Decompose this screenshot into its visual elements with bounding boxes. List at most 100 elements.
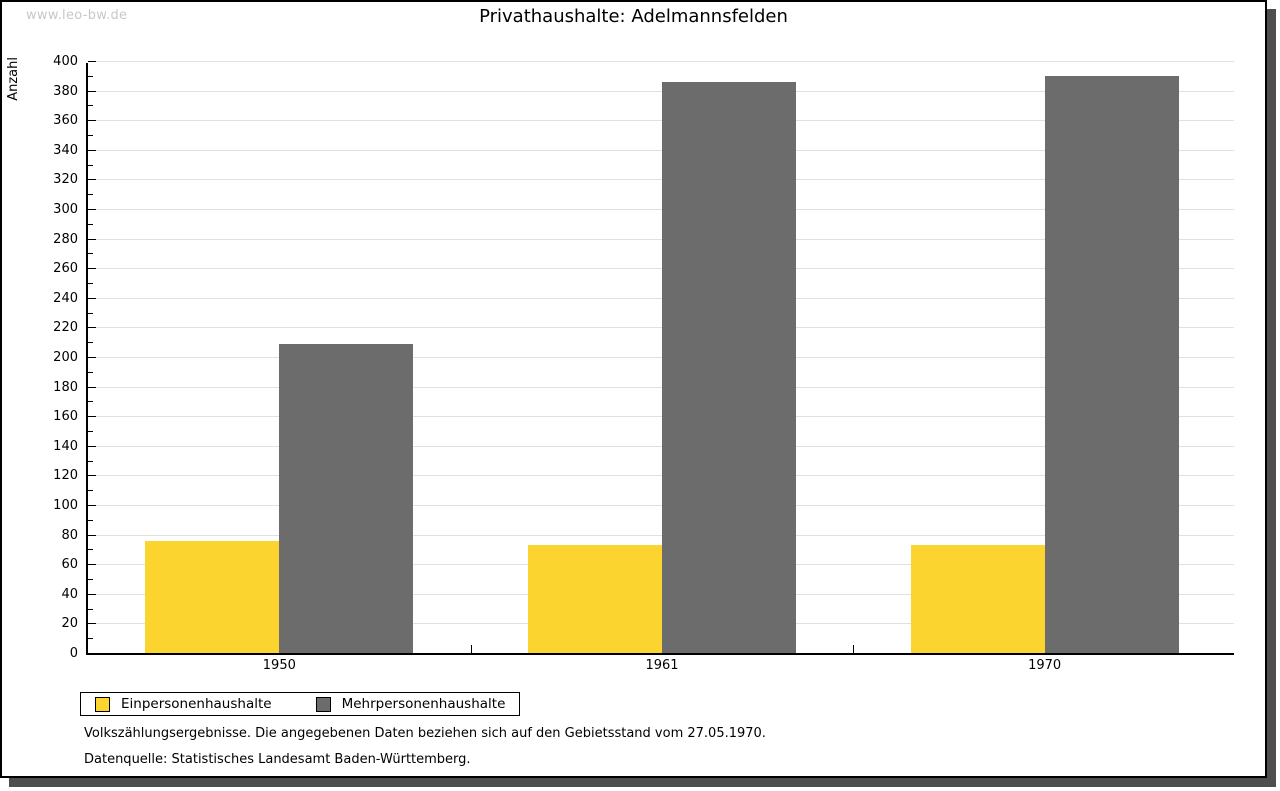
y-tick-label: 240	[53, 290, 78, 306]
y-tick-label: 100	[53, 498, 78, 513]
y-minor-tick	[88, 401, 93, 403]
y-tick-label: 300	[53, 202, 78, 217]
y-minor-tick	[88, 312, 93, 314]
y-tick-label: 320	[53, 172, 78, 188]
bar-mehrpersonenhaushalte-1950	[279, 343, 414, 653]
gridline	[88, 416, 1234, 418]
y-tick-label: 400	[53, 54, 78, 69]
gridline	[88, 90, 1234, 92]
gridline	[88, 149, 1234, 151]
y-minor-tick	[88, 371, 93, 373]
y-tick-label: 180	[53, 379, 78, 395]
y-major-tick	[88, 120, 96, 122]
y-tick-label: 340	[53, 142, 78, 158]
page-title: Privathaushalte: Adelmannsfelden	[479, 6, 788, 27]
gridline	[88, 238, 1234, 240]
x-boundary-tick	[853, 645, 855, 653]
y-minor-tick	[88, 608, 93, 610]
gridline	[88, 327, 1234, 329]
x-category-label: 1961	[645, 658, 679, 673]
y-minor-tick	[88, 223, 93, 225]
chart-frame: www.leo-bw.de Privathaushalte: Adelmanns…	[0, 0, 1267, 778]
y-tick-label: 0	[69, 646, 78, 661]
footnote-source-note: Volkszählungsergebnisse. Die angegebenen…	[84, 726, 766, 741]
bar-mehrpersonenhaushalte-1970	[1044, 75, 1179, 653]
y-minor-tick	[88, 105, 93, 107]
gridline	[88, 209, 1234, 210]
gridline	[88, 297, 1234, 299]
y-major-tick	[88, 297, 96, 299]
gridline	[88, 386, 1234, 388]
y-tick-label: 200	[53, 350, 78, 365]
y-tick-label: 120	[53, 468, 78, 484]
y-minor-tick	[88, 135, 93, 136]
y-tick-label: 280	[53, 231, 78, 247]
y-major-tick	[88, 416, 96, 418]
footnote-data-source: Datenquelle: Statistisches Landesamt Bad…	[84, 752, 471, 767]
y-major-tick	[88, 327, 96, 329]
y-minor-tick	[88, 431, 93, 432]
bar-einpersonenhaushalte-1961	[528, 544, 662, 653]
y-minor-tick	[88, 519, 93, 521]
y-tick-label: 260	[53, 261, 78, 277]
y-tick-label: 160	[53, 409, 78, 425]
bar-einpersonenhaushalte-1970	[910, 544, 1045, 653]
y-tick-label: 140	[53, 438, 78, 454]
bar-einpersonenhaushalte-1950	[145, 540, 280, 653]
legend-label: Einpersonenhaushalte	[121, 696, 272, 712]
y-major-tick	[88, 209, 96, 210]
y-major-tick	[88, 90, 96, 92]
y-tick-label: 220	[53, 320, 78, 336]
gridline	[88, 475, 1234, 477]
y-major-tick	[88, 357, 96, 358]
y-minor-tick	[88, 75, 93, 77]
gridline	[88, 357, 1234, 358]
x-boundary-tick	[470, 645, 472, 653]
y-tick-label: 60	[61, 557, 78, 573]
y-major-tick	[88, 564, 96, 566]
gridline	[88, 61, 1234, 62]
plot-area: 0 20 40 60 80 100 120 140 160 180 200 220 240 260 280 3…	[53, 54, 1234, 673]
gridline	[88, 445, 1234, 447]
y-tick-label: 380	[53, 83, 78, 99]
y-tick-label: 80	[61, 527, 78, 543]
y-minor-tick	[88, 164, 93, 166]
y-minor-tick	[88, 638, 93, 640]
y-minor-tick	[88, 253, 93, 255]
y-major-tick	[88, 623, 96, 625]
y-major-tick	[88, 179, 96, 181]
gridline	[88, 120, 1234, 122]
y-major-tick	[88, 238, 96, 240]
y-minor-tick	[88, 490, 93, 492]
y-major-tick	[88, 61, 96, 62]
x-category-label: 1970	[1028, 658, 1062, 673]
y-major-tick	[88, 593, 96, 595]
y-minor-tick	[88, 283, 93, 284]
x-category-label: 1950	[262, 658, 296, 673]
y-tick-label: 360	[53, 113, 78, 129]
y-minor-tick	[88, 549, 93, 551]
gridline	[88, 505, 1234, 506]
legend-entry: Einpersonenhaushalte	[95, 696, 272, 712]
y-tick-label: 20	[61, 616, 78, 632]
bar-mehrpersonenhaushalte-1961	[662, 81, 796, 653]
y-minor-tick	[88, 460, 93, 462]
y-major-tick	[88, 149, 96, 151]
y-minor-tick	[88, 194, 93, 196]
y-major-tick	[88, 475, 96, 477]
y-major-tick	[88, 386, 96, 388]
gridline	[88, 268, 1234, 270]
y-major-tick	[88, 534, 96, 536]
y-major-tick	[88, 505, 96, 506]
watermark: www.leo-bw.de	[26, 8, 128, 23]
y-major-tick	[88, 445, 96, 447]
gridline	[88, 179, 1234, 181]
legend-label: Mehrpersonenhaushalte	[341, 696, 506, 712]
legend: Einpersonenhaushalte Mehrpersonenhaushalt…	[80, 692, 521, 716]
legend-entry: Mehrpersonenhaushalte	[315, 696, 506, 712]
legend-swatch-einpersonenhaushalte	[95, 696, 110, 712]
gridline	[88, 534, 1234, 536]
y-minor-tick	[88, 579, 93, 580]
y-major-tick	[88, 268, 96, 270]
y-minor-tick	[88, 342, 93, 344]
